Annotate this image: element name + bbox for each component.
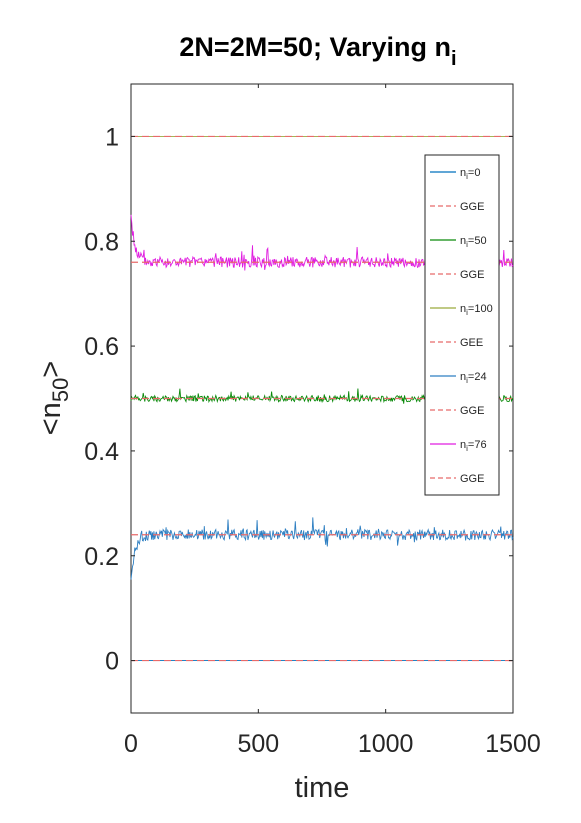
legend-label: ni=50 — [460, 235, 487, 249]
y-axis-label: <n50> — [35, 361, 73, 436]
legend-label: GGE — [460, 269, 484, 281]
y-tick-label: 0.6 — [84, 333, 119, 361]
y-tick-label: 0 — [105, 648, 119, 676]
chart-title: 2N=2M=50; Varying ni — [179, 32, 456, 70]
series-line — [130, 517, 514, 580]
x-tick-label: 0 — [124, 730, 138, 758]
legend-label: ni=76 — [460, 439, 487, 453]
legend-label: ni=24 — [460, 371, 487, 385]
legend-label: GEE — [460, 337, 483, 349]
legend-label: GGE — [460, 201, 484, 213]
legend-entries: ni=0 GGE ni=50 GGE ni=100 GEE ni=24 GGE ni=76 GGE — [430, 167, 493, 485]
legend: ni=0 GGE ni=50 GGE ni=100 GEE ni=24 GGE ni=76 GGE — [424, 154, 500, 496]
ticks-layer: 0 500 1000 1500 0 0.2 0.4 0.6 0.8 1 — [84, 84, 541, 758]
legend-box — [424, 154, 500, 496]
x-tick-label: 500 — [237, 730, 279, 758]
legend-label: ni=0 — [460, 167, 480, 181]
series-layer — [130, 135, 514, 662]
legend-label: GGE — [460, 405, 484, 417]
x-tick-label: 1000 — [358, 730, 414, 758]
y-tick-label: 0.2 — [84, 543, 119, 571]
y-tick-label: 1 — [105, 123, 119, 151]
y-tick-label: 0.8 — [84, 228, 119, 256]
legend-label: ni=100 — [460, 303, 493, 317]
x-axis-label: time — [295, 772, 350, 804]
legend-label: GGE — [460, 473, 484, 485]
x-tick-label: 1500 — [485, 730, 541, 758]
y-tick-label: 0.4 — [84, 438, 119, 466]
